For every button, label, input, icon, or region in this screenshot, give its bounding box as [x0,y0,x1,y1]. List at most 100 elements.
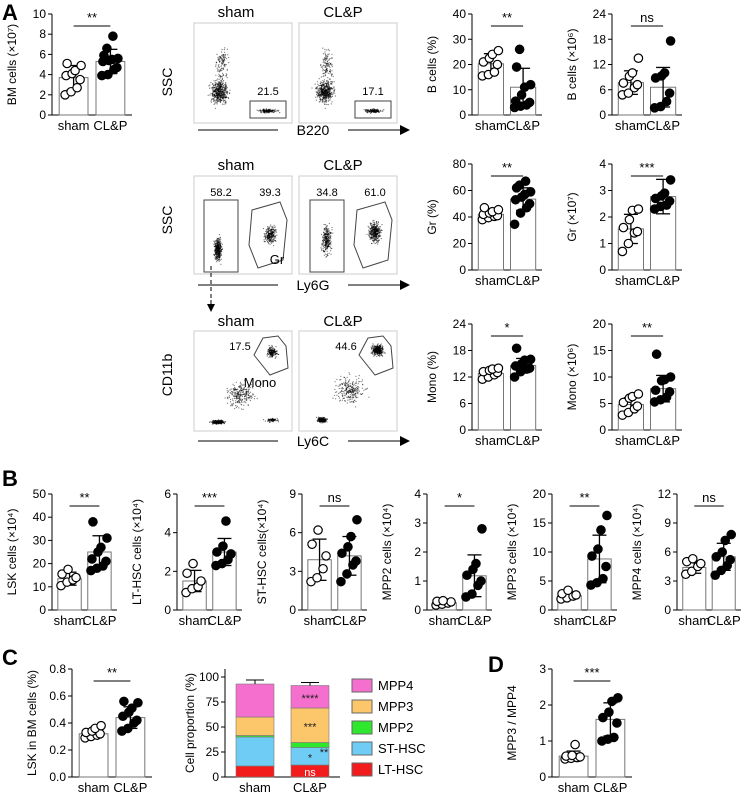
svg-text:0: 0 [212,770,219,784]
svg-text:1: 1 [599,237,606,251]
svg-text:100: 100 [199,670,219,684]
y-axis-label: MPP4 cells (×10⁴) [630,504,644,601]
svg-text:sham: sham [615,433,647,448]
svg-text:50: 50 [206,720,220,734]
svg-text:2: 2 [414,545,421,559]
y-axis-label: Gr (%) [425,199,439,234]
svg-text:***: *** [304,721,318,733]
svg-text:3: 3 [414,516,421,530]
svg-text:25: 25 [206,745,220,759]
svg-text:1: 1 [414,574,421,588]
flow-plot-title: CL&P [323,313,362,330]
y-axis-label: Mono (×10⁶) [565,344,579,411]
gate-value: 17.1 [362,86,383,98]
flow-row-ly6c-svg: CD11b sham CL&P 17.5 44.6 Mono Ly6C [150,300,420,450]
svg-text:18: 18 [453,344,467,358]
flow-row-ly6g: SSC sham CL&P 58.2 39.3 34.8 61.0 Gr Ly6… [150,140,420,300]
svg-text:CL&P: CL&P [646,433,680,448]
flow-row-b220: SSC sham CL&P 21.5 17.1 B220 [150,0,420,140]
svg-text:0.6: 0.6 [49,689,66,703]
svg-text:**: ** [642,320,652,335]
gr-gate-label: Gr [270,252,285,267]
svg-text:15: 15 [533,516,547,530]
gate-value: 17.5 [229,341,250,353]
svg-text:sham: sham [475,433,507,448]
svg-text:10: 10 [453,83,467,97]
svg-text:12: 12 [593,58,607,72]
svg-text:10: 10 [593,370,607,384]
svg-text:4: 4 [39,68,46,82]
svg-text:0: 0 [39,603,46,617]
arrow-right-icon [400,125,410,135]
svg-text:CL&P: CL&P [593,780,627,795]
svg-text:sham: sham [429,613,461,628]
flow-plot-title: CL&P [323,4,362,21]
svg-text:10: 10 [33,580,47,594]
svg-text:0: 0 [599,423,606,437]
y-axis-label: LSK cells (×10⁴) [5,509,19,596]
flow-xlabel: Ly6G [297,277,330,293]
svg-text:sham: sham [615,273,647,288]
svg-text:CL&P: CL&P [707,613,741,628]
svg-text:40: 40 [33,510,47,524]
svg-text:CL&P: CL&P [506,433,540,448]
svg-text:0: 0 [459,263,466,277]
svg-text:MPP4: MPP4 [378,678,413,693]
svg-text:3: 3 [289,564,296,578]
svg-text:ns: ns [702,490,716,505]
svg-text:*: * [504,320,509,335]
svg-text:sham: sham [78,780,110,795]
flow-ylabel: SSC [159,206,175,235]
svg-text:MPP3: MPP3 [378,699,413,714]
y-axis-label: Mono (%) [425,351,439,403]
flow-row-ly6g-svg: SSC sham CL&P 58.2 39.3 34.8 61.0 Gr Ly6… [150,140,420,300]
svg-text:**: ** [79,490,89,505]
flow-ylabel: SSC [159,68,175,97]
svg-text:15: 15 [593,344,607,358]
gate-value: 34.8 [316,187,337,199]
gate-value: 58.2 [210,187,231,199]
svg-text:24: 24 [453,317,467,331]
svg-text:ns: ns [328,490,342,505]
svg-text:24: 24 [593,7,607,21]
svg-text:**: ** [579,490,589,505]
svg-text:CL&P: CL&P [457,613,491,628]
svg-text:9: 9 [664,516,671,530]
svg-text:0: 0 [414,603,421,617]
svg-text:3: 3 [599,184,606,198]
svg-text:sham: sham [554,613,586,628]
svg-text:ST-HSC: ST-HSC [378,741,426,756]
svg-text:0: 0 [599,108,606,122]
svg-text:sham: sham [239,780,271,795]
svg-text:CL&P: CL&P [506,273,540,288]
svg-text:ns: ns [640,10,654,25]
svg-text:6: 6 [599,83,606,97]
svg-text:ns: ns [304,767,316,779]
svg-text:**: ** [87,10,97,25]
svg-text:10: 10 [533,545,547,559]
svg-text:6: 6 [164,487,171,501]
svg-text:sham: sham [558,780,590,795]
svg-text:CL&P: CL&P [293,780,327,795]
svg-text:4: 4 [164,526,171,540]
svg-text:0: 0 [289,603,296,617]
y-axis-label: ST-HSC cells(×10⁴) [255,500,269,605]
svg-text:4: 4 [414,487,421,501]
y-axis-label: LT-HSC cells (×10⁴) [130,499,144,605]
svg-text:CL&P: CL&P [646,118,680,133]
svg-text:0.2: 0.2 [49,743,66,757]
y-axis-label: BM cells (×10⁷) [5,24,19,105]
svg-text:*: * [308,752,313,764]
svg-text:**: ** [502,160,512,175]
svg-text:6: 6 [289,526,296,540]
svg-text:5: 5 [539,574,546,588]
y-axis-label: MPP3 cells (×10⁴) [505,504,519,601]
svg-text:**: ** [107,665,117,680]
